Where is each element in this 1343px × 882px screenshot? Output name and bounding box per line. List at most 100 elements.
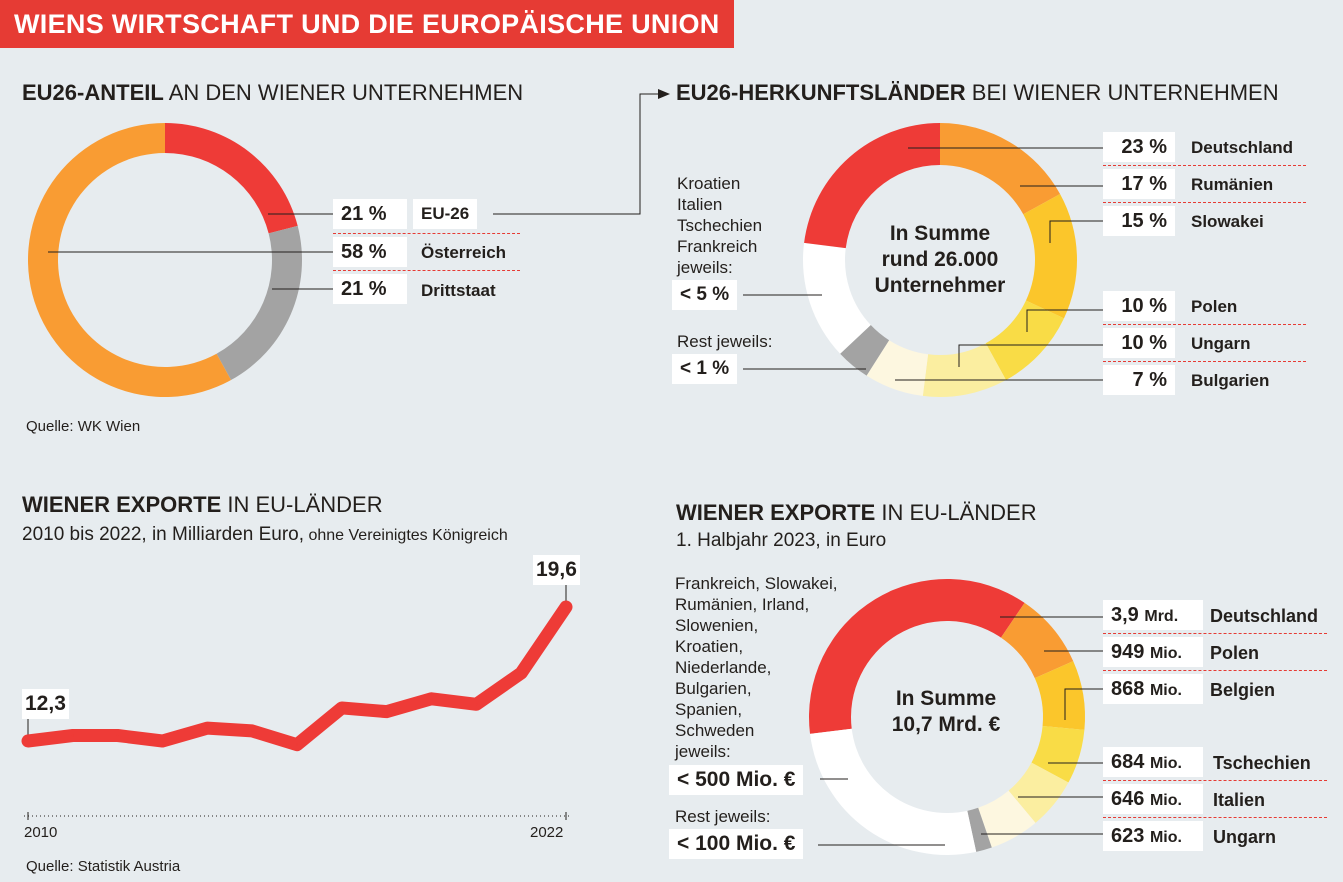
x-tick-2022: 2022 (530, 824, 564, 841)
chart4-slice (1034, 661, 1085, 730)
chart1-title-rest: AN DEN WIENER UNTERNEHMEN (163, 80, 524, 105)
chart4-amount: 868 (1111, 678, 1145, 700)
chart4-unit: Mrd. (1144, 608, 1179, 625)
chart3-subtitle-main: 2010 bis 2022, in Milliarden Euro, (22, 524, 305, 545)
chart4-value: 623 Mio. (1103, 821, 1203, 851)
divider (1103, 165, 1306, 166)
chart4-subtitle: 1. Halbjahr 2023, in Euro (676, 530, 887, 551)
chart2-group-value: < 5 % (672, 280, 738, 310)
chart2-slice (866, 340, 929, 396)
data-point (27, 740, 29, 742)
chart2-slice (985, 300, 1064, 381)
divider (1103, 324, 1306, 325)
chart4-slice (809, 578, 1025, 734)
chart3-title-rest: IN EU-LÄNDER (221, 492, 383, 517)
chart2-country: Slowakei (1191, 212, 1264, 231)
chart3-subtitle: 2010 bis 2022, in Milliarden Euro, ohne … (22, 524, 508, 546)
chart4-slice (810, 728, 977, 856)
chart2-value: 15 % (1103, 206, 1175, 236)
chart4-unit: Mio. (1149, 792, 1182, 809)
chart2-value: 7 % (1103, 365, 1175, 395)
chart4-value: 868 Mio. (1103, 674, 1203, 704)
chart4-amount: 949 (1111, 641, 1145, 663)
chart1-label-oesterreich: Österreich (421, 243, 507, 262)
divider (1103, 817, 1327, 818)
chart4-group-value: < 500 Mio. € (669, 765, 804, 795)
divider (1103, 633, 1327, 634)
chart2-slice (1023, 193, 1077, 319)
data-point (296, 743, 298, 746)
leader-line (958, 344, 1103, 367)
chart2-slice (802, 242, 871, 354)
chart4-center-text: In Summe 10,7 Mrd. € (891, 687, 1001, 736)
divider (333, 233, 520, 234)
chart4-value: 684 Mio. (1103, 747, 1203, 777)
data-point (340, 706, 343, 709)
chart2-country: Polen (1191, 297, 1238, 316)
data-point (475, 703, 478, 706)
data-point (251, 729, 254, 732)
chart3-source: Quelle: Statistik Austria (26, 858, 181, 875)
page-title: WIENS WIRTSCHAFT UND DIE EUROPÄISCHE UNI… (0, 0, 734, 48)
chart2-title-bold: EU26-HERKUNFTSLÄNDER (676, 80, 966, 105)
chart4-slice (967, 807, 992, 852)
chart4-unit: Mio. (1149, 682, 1182, 699)
export-line (21, 600, 573, 752)
chart4-value: 949 Mio. (1103, 637, 1203, 667)
chart4-rest-value: < 100 Mio. € (669, 829, 804, 859)
x-tick-2010: 2010 (24, 824, 58, 841)
chart2-rest-value: < 1 % (672, 354, 738, 384)
chart4-title: WIENER EXPORTE IN EU-LÄNDER (676, 500, 1037, 526)
chart2-country: Deutschland (1191, 138, 1294, 157)
chart1-value-drittstaat: 21 % (333, 274, 407, 304)
chart1-label-drittstaat: Drittstaat (421, 281, 496, 300)
chart2-title: EU26-HERKUNFTSLÄNDER BEI WIENER UNTERNEH… (676, 80, 1279, 106)
chart4-amount: 623 (1111, 825, 1145, 847)
data-point (385, 710, 388, 713)
chart4-value: 646 Mio. (1103, 784, 1203, 814)
chart4-rest-note: Rest jeweils: (675, 807, 771, 826)
chart2-slice (804, 123, 940, 249)
chart4-slice (1031, 725, 1085, 783)
divider (333, 270, 520, 271)
chart2-value: 17 % (1103, 169, 1175, 199)
chart1-value-oesterreich: 58 % (333, 237, 407, 267)
leader-line (1049, 220, 1103, 243)
chart4-group-note: Frankreich, Slowakei, Rumänien, Irland, … (675, 574, 838, 761)
chart4-slice (978, 790, 1036, 848)
divider (1103, 202, 1306, 203)
chart3-subtitle-small: ohne Vereinigtes Königreich (304, 527, 508, 544)
chart4-country: Italien (1213, 790, 1266, 810)
leader-line (1026, 309, 1103, 332)
chart2-value: 10 % (1103, 291, 1175, 321)
chart2-country: Bulgarien (1191, 371, 1270, 390)
chart4-unit: Mio. (1149, 645, 1182, 662)
leader-arrow-line (493, 93, 668, 215)
data-point (520, 672, 523, 675)
chart4-unit: Mio. (1149, 755, 1182, 772)
chart1-source: Quelle: WK Wien (26, 418, 141, 435)
chart2-group-note: Kroatien Italien Tschechien Frankreich j… (677, 174, 763, 277)
chart4-value: 3,9 Mrd. (1103, 600, 1203, 630)
leader-line (1064, 688, 1103, 720)
chart4-slice (1000, 602, 1074, 679)
chart1-slice (165, 123, 298, 234)
chart4-country: Belgien (1210, 680, 1276, 700)
chart2-slice (922, 343, 1007, 397)
chart3-last-label: 19,6 (533, 555, 580, 585)
chart1-slice (216, 225, 302, 381)
chart1-title-bold: EU26-ANTEIL (22, 80, 164, 105)
chart2-rest-note: Rest jeweils: (677, 332, 773, 351)
chart4-unit: Mio. (1149, 829, 1182, 846)
chart2-title-rest: BEI WIENER UNTERNEHMEN (965, 80, 1279, 105)
chart1-slice (28, 123, 232, 397)
chart4-country: Tschechien (1213, 753, 1311, 773)
chart4-country: Ungarn (1213, 827, 1276, 847)
chart1-label-eu26: EU-26 (413, 199, 478, 229)
chart2-country: Rumänien (1191, 175, 1274, 194)
data-point (71, 734, 74, 737)
chart3-title: WIENER EXPORTE IN EU-LÄNDER (22, 492, 383, 518)
chart4-country: Polen (1210, 643, 1260, 663)
chart4-amount: 684 (1111, 751, 1145, 773)
data-point (565, 606, 567, 608)
